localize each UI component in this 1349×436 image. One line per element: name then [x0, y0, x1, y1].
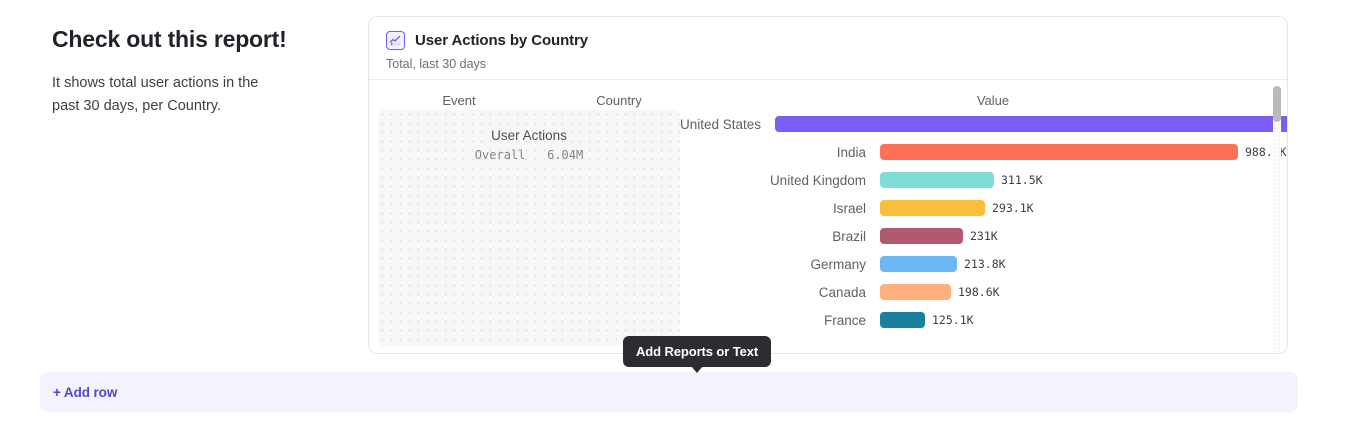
value-label: 231K — [970, 229, 998, 243]
column-header-country: Country — [596, 92, 642, 108]
value-bar[interactable] — [880, 256, 957, 272]
tooltip-arrow-icon — [691, 366, 704, 373]
value-label: 311.5K — [1001, 173, 1043, 187]
country-label: Canada — [818, 284, 866, 300]
tooltip-add-reports-or-text: Add Reports or Text — [623, 336, 772, 373]
left-text-column: Check out this report! It shows total us… — [52, 24, 332, 118]
country-label: India — [836, 144, 866, 160]
value-bar[interactable] — [880, 144, 1238, 160]
column-header-event: Event — [442, 92, 476, 108]
value-label: 213.8K — [964, 257, 1006, 271]
scrollbar-thumb[interactable] — [1273, 86, 1281, 122]
event-group-cell[interactable]: User Actions Overall 6.04M — [378, 110, 680, 346]
table-row[interactable]: Germany 213.8K — [680, 250, 1287, 278]
country-label: United States — [680, 116, 762, 132]
add-row-button[interactable]: + Add row — [40, 372, 1298, 412]
bar-area: 988.6K — [880, 144, 1287, 160]
card-title: User Actions by Country — [415, 32, 589, 49]
bar-rows: United States 1.5M India 988.6K United Kingd… — [680, 110, 1287, 334]
event-name: User Actions — [491, 128, 567, 143]
table-body: User Actions Overall 6.04M United States… — [369, 110, 1287, 346]
card-title-row: User Actions by Country — [386, 31, 1287, 50]
country-label: Germany — [810, 256, 866, 272]
report-card[interactable]: User Actions by Country Total, last 30 d… — [368, 16, 1288, 354]
event-overall: Overall 6.04M — [475, 148, 583, 162]
table-header-row: Event Country Value — [369, 80, 1287, 110]
country-label: Brazil — [832, 228, 866, 244]
bar-area: 213.8K — [880, 256, 1287, 272]
page-description: It shows total user actions in the past … — [52, 75, 259, 114]
card-header: User Actions by Country Total, last 30 d… — [369, 17, 1287, 79]
bar-area: 293.1K — [880, 200, 1287, 216]
line-chart-icon — [386, 31, 405, 50]
value-bar[interactable] — [880, 312, 925, 328]
value-bar[interactable] — [880, 200, 985, 216]
country-label: United Kingdom — [769, 172, 866, 188]
tooltip-label: Add Reports or Text — [636, 344, 759, 359]
table-row[interactable]: Israel 293.1K — [680, 194, 1287, 222]
column-header-value: Value — [976, 92, 1010, 108]
value-bar[interactable] — [880, 172, 994, 188]
report-table: Event Country Value User Actions Overall… — [369, 80, 1287, 353]
table-row[interactable]: India 988.6K — [680, 138, 1287, 166]
country-label: France — [823, 312, 866, 328]
table-row[interactable]: Brazil 231K — [680, 222, 1287, 250]
table-row[interactable]: United Kingdom 311.5K — [680, 166, 1287, 194]
bar-area: 1.5M — [775, 116, 1287, 132]
bar-area: 198.6K — [880, 284, 1287, 300]
table-row[interactable]: United States 1.5M — [680, 110, 1287, 138]
value-label: 125.1K — [932, 313, 974, 327]
value-bar[interactable] — [775, 116, 1287, 132]
bar-area: 231K — [880, 228, 1287, 244]
add-row-label: + Add row — [53, 384, 118, 400]
card-subtitle: Total, last 30 days — [386, 57, 487, 71]
bar-area: 311.5K — [880, 172, 1287, 188]
country-label: Israel — [832, 200, 866, 216]
page-title: Check out this report! — [52, 26, 287, 52]
table-row[interactable]: France 125.1K — [680, 306, 1287, 334]
table-row[interactable]: Canada 198.6K — [680, 278, 1287, 306]
event-overall-label: Overall — [474, 148, 526, 162]
value-bar[interactable] — [880, 228, 963, 244]
card-divider — [369, 79, 1287, 80]
bar-area: 125.1K — [880, 312, 1287, 328]
value-bar[interactable] — [880, 284, 951, 300]
value-label: 293.1K — [992, 201, 1034, 215]
vertical-scrollbar[interactable] — [1273, 86, 1281, 352]
event-overall-value: 6.04M — [547, 148, 584, 162]
value-label: 198.6K — [958, 285, 1000, 299]
